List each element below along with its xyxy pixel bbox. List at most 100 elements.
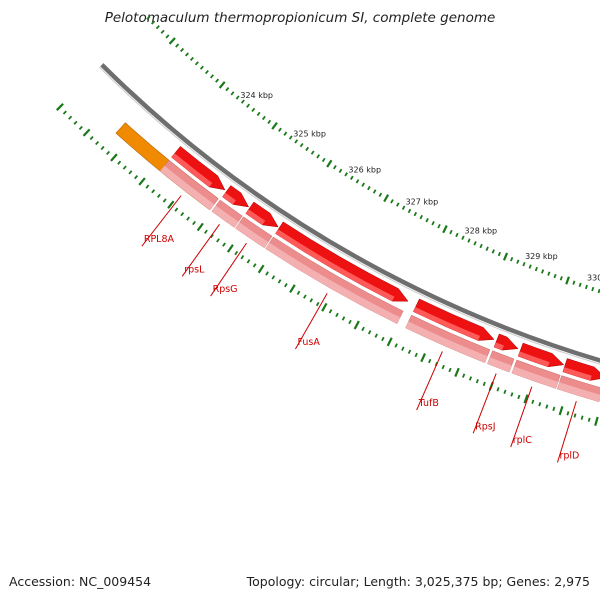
backbone-arc	[100, 63, 600, 363]
inner-minor-tick	[299, 142, 304, 148]
outer-minor-tick	[517, 394, 521, 400]
outer-minor-tick	[95, 140, 100, 146]
label-line-4	[416, 351, 443, 411]
inner-minor-tick	[235, 95, 240, 100]
inner-minor-tick	[578, 282, 582, 288]
outer-minor-tick	[381, 336, 385, 342]
map-labels: RPL8A rpsL RpsG FusA TufB RpsJ rplC rplD	[141, 195, 579, 463]
inner-minor-tick	[246, 103, 251, 108]
inner-minor-tick	[230, 91, 235, 96]
outer-minor-tick	[192, 220, 196, 226]
label-line-1	[181, 223, 220, 277]
inner-minor-tick	[151, 20, 156, 25]
inner-minor-tick	[431, 221, 435, 226]
gene-label-1: rpsL	[184, 264, 205, 275]
outer-minor-tick	[134, 175, 139, 180]
inner-minor-tick	[146, 15, 151, 20]
inner-minor-tick	[344, 172, 348, 177]
outer-minor-tick	[315, 301, 320, 307]
outer-minor-tick	[277, 279, 282, 284]
outer-minor-tick	[475, 379, 479, 384]
gene-label-3: FusA	[297, 337, 320, 348]
inner-minor-tick	[425, 217, 429, 223]
inner-minor-tick	[278, 127, 282, 132]
tick-label-0: 324 kbp	[240, 91, 273, 100]
inner-minor-tick	[288, 135, 293, 140]
inner-minor-tick	[390, 199, 394, 204]
outer-minor-tick	[566, 411, 570, 416]
outer-minor-tick	[204, 229, 208, 234]
map-rings	[98, 63, 600, 403]
outer-minor-tick	[210, 233, 214, 239]
outer-minor-tick	[335, 312, 339, 318]
outer-minor-tick	[328, 309, 333, 314]
inner-minor-tick	[547, 271, 551, 276]
outer-minor-tick	[180, 211, 185, 217]
inner-major-tick	[565, 276, 570, 285]
outer-minor-tick	[128, 170, 133, 175]
cds-highlight-2	[245, 209, 266, 225]
inner-minor-tick	[401, 205, 406, 210]
outer-minor-tick	[78, 125, 83, 131]
inner-minor-tick	[240, 99, 245, 104]
outer-minor-tick	[156, 193, 161, 199]
outer-minor-tick	[246, 259, 251, 264]
inner-minor-tick	[559, 276, 563, 281]
inner-minor-tick	[215, 78, 220, 83]
inner-minor-tick	[378, 192, 383, 197]
backbone-edge	[98, 66, 600, 365]
cds-highlight-0	[171, 153, 213, 187]
inner-minor-tick	[473, 241, 477, 246]
outer-minor-tick	[174, 207, 179, 212]
outer-minor-tick	[482, 381, 486, 387]
inner-minor-tick	[349, 175, 354, 180]
cds-highlight-3	[275, 229, 395, 302]
inner-minor-tick	[497, 251, 502, 257]
outer-minor-tick	[538, 402, 542, 407]
outer-minor-tick	[145, 184, 150, 189]
label-line-2	[210, 242, 247, 297]
outer-major-tick	[82, 128, 91, 137]
outer-minor-tick	[162, 198, 167, 203]
tick-label-6: 330 kbp	[587, 274, 600, 283]
inner-major-tick	[218, 81, 226, 89]
inner-minor-tick	[467, 238, 471, 243]
outer-minor-tick	[394, 343, 398, 348]
outer-major-tick	[55, 103, 64, 111]
inner-minor-tick	[305, 146, 310, 152]
inner-minor-tick	[204, 69, 209, 75]
outer-major-tick	[110, 153, 118, 162]
inner-minor-tick	[541, 269, 545, 274]
gene-highlight-5	[487, 357, 512, 373]
outer-minor-tick	[68, 115, 73, 120]
gene-highlight-2	[235, 222, 269, 248]
inner-minor-tick	[175, 43, 180, 48]
inner-major-tick	[168, 37, 176, 45]
tick-label-3: 327 kbp	[406, 198, 439, 207]
cds-highlight-4	[413, 307, 481, 341]
gene-label-6: rplC	[513, 435, 533, 446]
outer-minor-tick	[401, 346, 405, 351]
outer-major-tick	[353, 320, 360, 330]
inner-minor-tick	[461, 235, 465, 240]
outer-major-tick	[289, 284, 296, 294]
inner-minor-tick	[407, 208, 412, 214]
outer-minor-tick	[545, 404, 549, 409]
outer-minor-tick	[106, 150, 111, 156]
outer-minor-tick	[341, 316, 346, 321]
map-title: Pelotomaculum thermopropionicum SI, comp…	[104, 10, 496, 26]
inner-major-tick	[326, 159, 333, 168]
outer-minor-tick	[89, 135, 94, 141]
inner-minor-tick	[184, 52, 189, 57]
outer-minor-tick	[468, 376, 473, 381]
inner-minor-tick	[165, 34, 170, 39]
inner-minor-tick	[189, 56, 194, 61]
outer-minor-tick	[265, 271, 269, 276]
inner-minor-tick	[310, 150, 315, 155]
inner-minor-tick	[180, 47, 185, 53]
inner-major-tick	[442, 225, 448, 234]
outer-minor-tick	[117, 160, 122, 165]
inner-minor-tick	[225, 87, 230, 92]
outer-major-tick	[454, 367, 460, 377]
